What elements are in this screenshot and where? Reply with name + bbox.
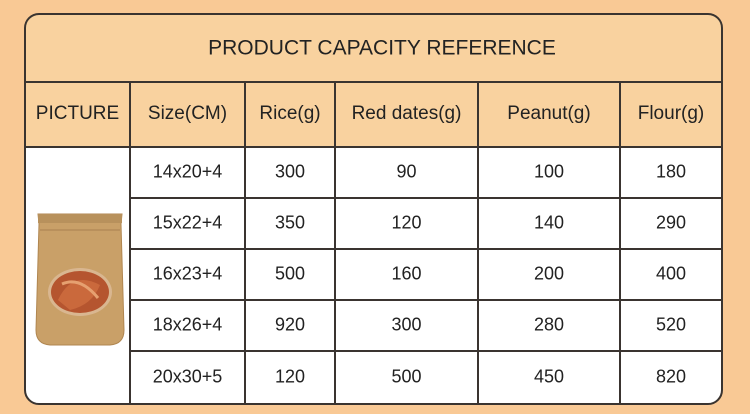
- cell: 160: [391, 263, 421, 283]
- column-header: Flour(g): [638, 103, 705, 124]
- cell: 300: [391, 314, 421, 334]
- cell: 120: [275, 366, 305, 386]
- column-header: Peanut(g): [507, 103, 590, 124]
- column-header: Rice(g): [259, 103, 320, 124]
- cell: 140: [534, 212, 564, 232]
- cell: 400: [656, 263, 686, 283]
- cell: 920: [275, 314, 305, 334]
- cell: 200: [534, 263, 564, 283]
- cell: 15x22+4: [153, 212, 223, 232]
- cell: 520: [656, 314, 686, 334]
- cell: 16x23+4: [153, 263, 223, 283]
- cell: 100: [534, 161, 564, 181]
- cell: 820: [656, 366, 686, 386]
- body-band: [25, 147, 722, 404]
- cell: 500: [391, 366, 421, 386]
- table-body: [25, 14, 722, 404]
- cell: 18x26+4: [153, 314, 223, 334]
- bag-picture: [35, 213, 125, 346]
- cell: 300: [275, 161, 305, 181]
- cell: 280: [534, 314, 564, 334]
- cell: 20x30+5: [153, 366, 223, 386]
- cell: 90: [396, 161, 416, 181]
- cell: 180: [656, 161, 686, 181]
- table-title: PRODUCT CAPACITY REFERENCE: [208, 37, 556, 60]
- table-border: [24, 13, 723, 405]
- cell: 450: [534, 366, 564, 386]
- column-header: PICTURE: [36, 103, 119, 124]
- column-header: Size(CM): [148, 103, 227, 124]
- column-header: Red dates(g): [352, 103, 462, 124]
- header-band: [25, 14, 722, 147]
- cell: 120: [391, 212, 421, 232]
- cell: 14x20+4: [153, 161, 223, 181]
- cell: 350: [275, 212, 305, 232]
- cell: 500: [275, 263, 305, 283]
- cell: 290: [656, 212, 686, 232]
